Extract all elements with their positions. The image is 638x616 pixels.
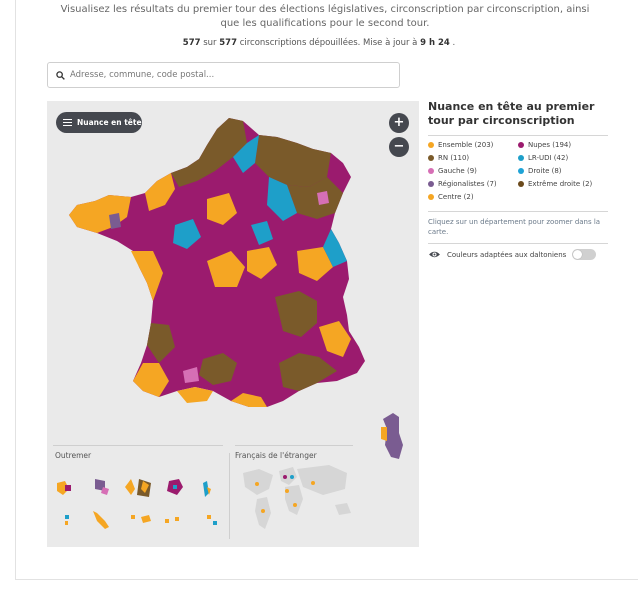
- search-box[interactable]: [47, 62, 400, 88]
- zoom-hint: Cliquez sur un département pour zoomer d…: [428, 218, 601, 236]
- legend-swatch: [518, 142, 524, 148]
- legend-swatch: [428, 181, 434, 187]
- legend-item[interactable]: Extrême droite (2): [518, 180, 608, 188]
- search-input[interactable]: [70, 70, 390, 80]
- outremer-maps[interactable]: [57, 479, 217, 529]
- legend-label: RN (110): [438, 154, 470, 162]
- legend-label: Ensemble (203): [438, 141, 494, 149]
- corsica[interactable]: [383, 413, 403, 459]
- legend-item[interactable]: Régionalistes (7): [428, 180, 518, 188]
- intro-text: Visualisez les résultats du premier tour…: [60, 4, 590, 29]
- legend-label: Droite (8): [528, 167, 562, 175]
- legend-items: Ensemble (203) Nupes (194) RN (110) LR-U…: [428, 141, 608, 201]
- world-map[interactable]: [243, 465, 351, 529]
- daltonian-toggle[interactable]: [572, 249, 597, 260]
- eye-icon: [429, 251, 440, 258]
- legend-item[interactable]: RN (110): [428, 154, 518, 162]
- daltonian-row: Couleurs adaptées aux daltoniens: [428, 249, 608, 260]
- total-value: 577: [219, 38, 237, 48]
- legend-item[interactable]: LR-UDI (42): [518, 154, 608, 162]
- toggle-knob: [573, 250, 583, 259]
- abroad-divider: [235, 445, 353, 446]
- page-card: [15, 0, 638, 580]
- legend-divider: [428, 243, 608, 244]
- map-panel: Nuance en tête + − Outremer Français de …: [47, 101, 419, 547]
- legend-item[interactable]: Nupes (194): [518, 141, 608, 149]
- update-time: 9 h 24: [420, 38, 450, 48]
- abroad-label: Français de l'étranger: [235, 451, 317, 460]
- legend-swatch: [428, 168, 434, 174]
- legend-swatch: [518, 181, 524, 187]
- search-icon: [56, 70, 65, 80]
- legend-label: LR-UDI (42): [528, 154, 569, 162]
- zoom-out-button[interactable]: −: [389, 137, 409, 157]
- legend-item[interactable]: Ensemble (203): [428, 141, 518, 149]
- counted-value: 577: [182, 38, 201, 48]
- constituency-map[interactable]: [47, 101, 419, 547]
- legend-swatch: [428, 194, 434, 200]
- legend-panel: Nuance en tête au premier tour par circo…: [428, 100, 608, 260]
- constituency-zones: [69, 118, 351, 407]
- legend-title: Nuance en tête au premier tour par circo…: [428, 100, 595, 127]
- nuance-button[interactable]: Nuance en tête: [56, 112, 142, 133]
- status-sep: sur: [200, 38, 220, 48]
- legend-swatch: [518, 155, 524, 161]
- outremer-label: Outremer: [55, 451, 92, 460]
- count-status: 577 sur 577 circonscriptions dépouillées…: [0, 38, 638, 48]
- legend-label: Régionalistes (7): [438, 180, 497, 188]
- status-text: circonscriptions dépouillées. Mise à jou…: [237, 38, 421, 48]
- outremer-divider: [53, 445, 223, 446]
- legend-item[interactable]: Centre (2): [428, 193, 518, 201]
- daltonian-label: Couleurs adaptées aux daltoniens: [447, 250, 567, 259]
- legend-label: Nupes (194): [528, 141, 572, 149]
- legend-swatch: [428, 142, 434, 148]
- legend-swatch: [428, 155, 434, 161]
- legend-label: Gauche (9): [438, 167, 477, 175]
- legend-divider: [428, 211, 608, 212]
- section-divider: [229, 453, 230, 539]
- legend-label: Extrême droite (2): [528, 180, 593, 188]
- legend-label: Centre (2): [438, 193, 474, 201]
- legend-divider: [428, 135, 608, 136]
- legend-item[interactable]: Gauche (9): [428, 167, 518, 175]
- menu-icon: [63, 117, 72, 127]
- nuance-button-label: Nuance en tête: [77, 118, 142, 127]
- status-end: .: [449, 38, 456, 48]
- legend-item[interactable]: Droite (8): [518, 167, 608, 175]
- zoom-in-button[interactable]: +: [389, 113, 409, 133]
- legend-swatch: [518, 168, 524, 174]
